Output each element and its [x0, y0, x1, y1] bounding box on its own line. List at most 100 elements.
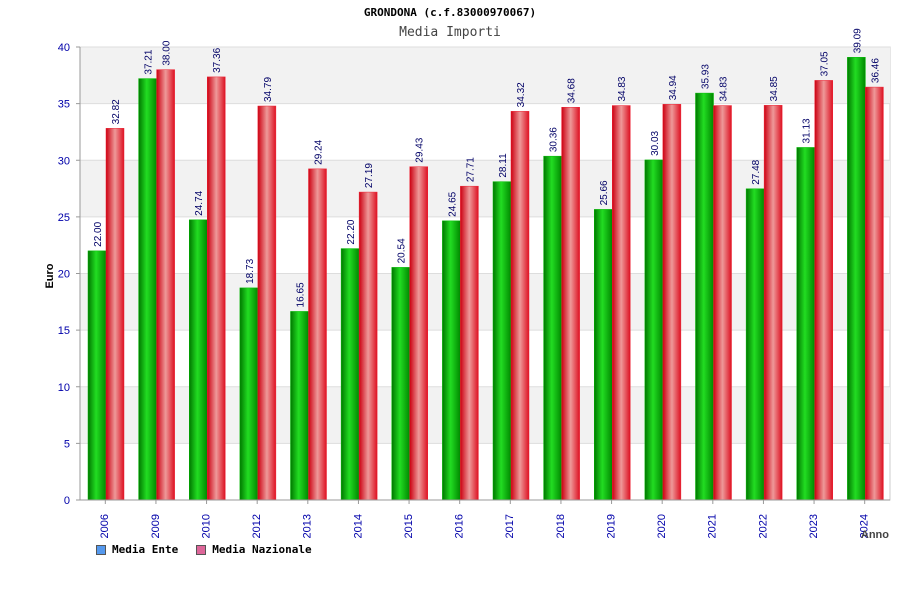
x-tick-label: 2021 [707, 514, 719, 538]
data-label: 31.13 [802, 118, 813, 143]
x-tick-label: 2020 [656, 514, 668, 538]
data-label: 27.71 [465, 157, 476, 182]
data-label: 29.24 [314, 139, 325, 164]
bar-media-ente [492, 181, 512, 501]
bar-media-ente [391, 267, 410, 501]
data-label: 37.21 [144, 49, 155, 74]
legend: Media Ente Media Nazionale [96, 543, 312, 556]
data-label: 24.74 [194, 190, 205, 215]
data-label: 39.09 [852, 28, 863, 53]
x-tick-label: 2012 [251, 514, 263, 538]
bar-media-ente [644, 159, 664, 501]
data-label: 34.85 [769, 76, 780, 101]
bar-media-nazionale [713, 105, 732, 501]
bar-media-ente [87, 250, 107, 501]
data-label: 28.11 [498, 153, 509, 178]
y-axis-label: Euro [44, 263, 56, 288]
bar-media-nazionale [460, 185, 479, 501]
legend-swatch-nazionale [196, 544, 207, 555]
data-label: 16.65 [296, 282, 307, 307]
x-tick-label: 2017 [504, 514, 516, 538]
bar-media-ente [189, 219, 208, 501]
x-tick-label: 2010 [200, 514, 212, 538]
legend-item-ente: Media Ente [96, 543, 178, 556]
x-tick-label: 2024 [859, 514, 871, 538]
bar-media-ente [847, 57, 866, 501]
x-tick-label: 2013 [302, 514, 314, 538]
bar-media-nazionale [814, 80, 833, 501]
x-axis-label: Anno [861, 529, 889, 541]
x-tick-label: 2006 [99, 514, 111, 538]
data-label: 34.32 [516, 82, 527, 107]
bars-group [87, 57, 884, 501]
bar-media-ente [745, 188, 765, 501]
data-label: 22.00 [93, 221, 104, 246]
x-tick-label: 2015 [403, 514, 415, 538]
data-label: 27.48 [751, 159, 762, 184]
data-label: 37.36 [212, 47, 223, 72]
data-label: 34.68 [567, 78, 578, 103]
y-tick-label: 20 [58, 269, 70, 281]
bar-media-nazionale [409, 166, 428, 501]
bar-media-ente [138, 78, 157, 501]
data-label: 34.79 [263, 77, 274, 102]
bar-media-ente [290, 311, 309, 501]
data-labels-group: 22.00 32.82 37.21 38.00 24.74 37.36 18.73 34.79… [93, 28, 881, 308]
x-tick-label: 2022 [757, 514, 769, 538]
y-tick-label: 40 [58, 42, 70, 54]
bar-media-nazionale [207, 76, 226, 501]
data-label: 38.00 [162, 40, 173, 65]
y-tick-label: 15 [58, 325, 70, 337]
data-label: 35.93 [701, 64, 712, 89]
x-tick-label: 2016 [454, 514, 466, 538]
x-tick-label: 2019 [605, 514, 617, 538]
bar-media-nazionale [561, 106, 580, 501]
bar-media-ente [442, 220, 461, 501]
y-tick-label: 5 [64, 438, 70, 450]
y-tick-label: 25 [58, 212, 70, 224]
bar-media-nazionale [308, 168, 327, 501]
legend-item-nazionale: Media Nazionale [196, 543, 312, 556]
bar-media-nazionale [612, 105, 631, 501]
bar-media-nazionale [105, 128, 125, 501]
bar-media-ente [239, 287, 259, 501]
data-label: 32.82 [111, 99, 122, 124]
data-label: 20.54 [397, 238, 408, 263]
x-tick-label: 2018 [555, 514, 567, 538]
data-label: 30.36 [549, 127, 560, 152]
x-tick-label: 2009 [150, 514, 162, 538]
bar-media-nazionale [865, 86, 884, 501]
bar-media-nazionale [510, 111, 530, 501]
data-label: 30.03 [650, 130, 661, 155]
chart-title: GRONDONA (c.f.83000970067) [363, 6, 537, 19]
data-label: 34.94 [668, 75, 679, 100]
data-label: 34.83 [719, 76, 730, 101]
legend-label-ente: Media Ente [112, 543, 179, 556]
x-tick-label: 2014 [352, 514, 364, 538]
chart-subtitle: Media Importi [399, 25, 501, 40]
data-label: 29.43 [415, 137, 426, 162]
data-label: 24.65 [447, 191, 458, 216]
y-tick-label: 0 [64, 495, 70, 507]
x-tick-label: 2023 [808, 514, 820, 538]
bar-media-nazionale [257, 105, 277, 501]
bar-media-nazionale [358, 191, 378, 501]
data-label: 37.05 [820, 51, 831, 76]
bar-media-ente [695, 92, 714, 501]
bar-media-nazionale [156, 69, 175, 501]
legend-label-nazionale: Media Nazionale [212, 543, 312, 556]
data-label: 18.73 [245, 258, 256, 283]
data-label: 27.19 [364, 163, 375, 188]
y-tick-label: 30 [58, 155, 70, 167]
bar-media-ente [796, 147, 815, 501]
data-label: 25.66 [599, 180, 610, 205]
axes-group: 0 5 10 15 20 25 30 35 40 2006 2009 2010 2012 2013 2014… [58, 42, 890, 538]
legend-swatch-ente [96, 544, 106, 555]
bar-media-ente [340, 248, 360, 501]
bar-media-nazionale [763, 105, 783, 501]
bar-media-ente [543, 155, 562, 501]
y-tick-label: 35 [58, 99, 70, 111]
data-label: 36.46 [870, 58, 881, 83]
